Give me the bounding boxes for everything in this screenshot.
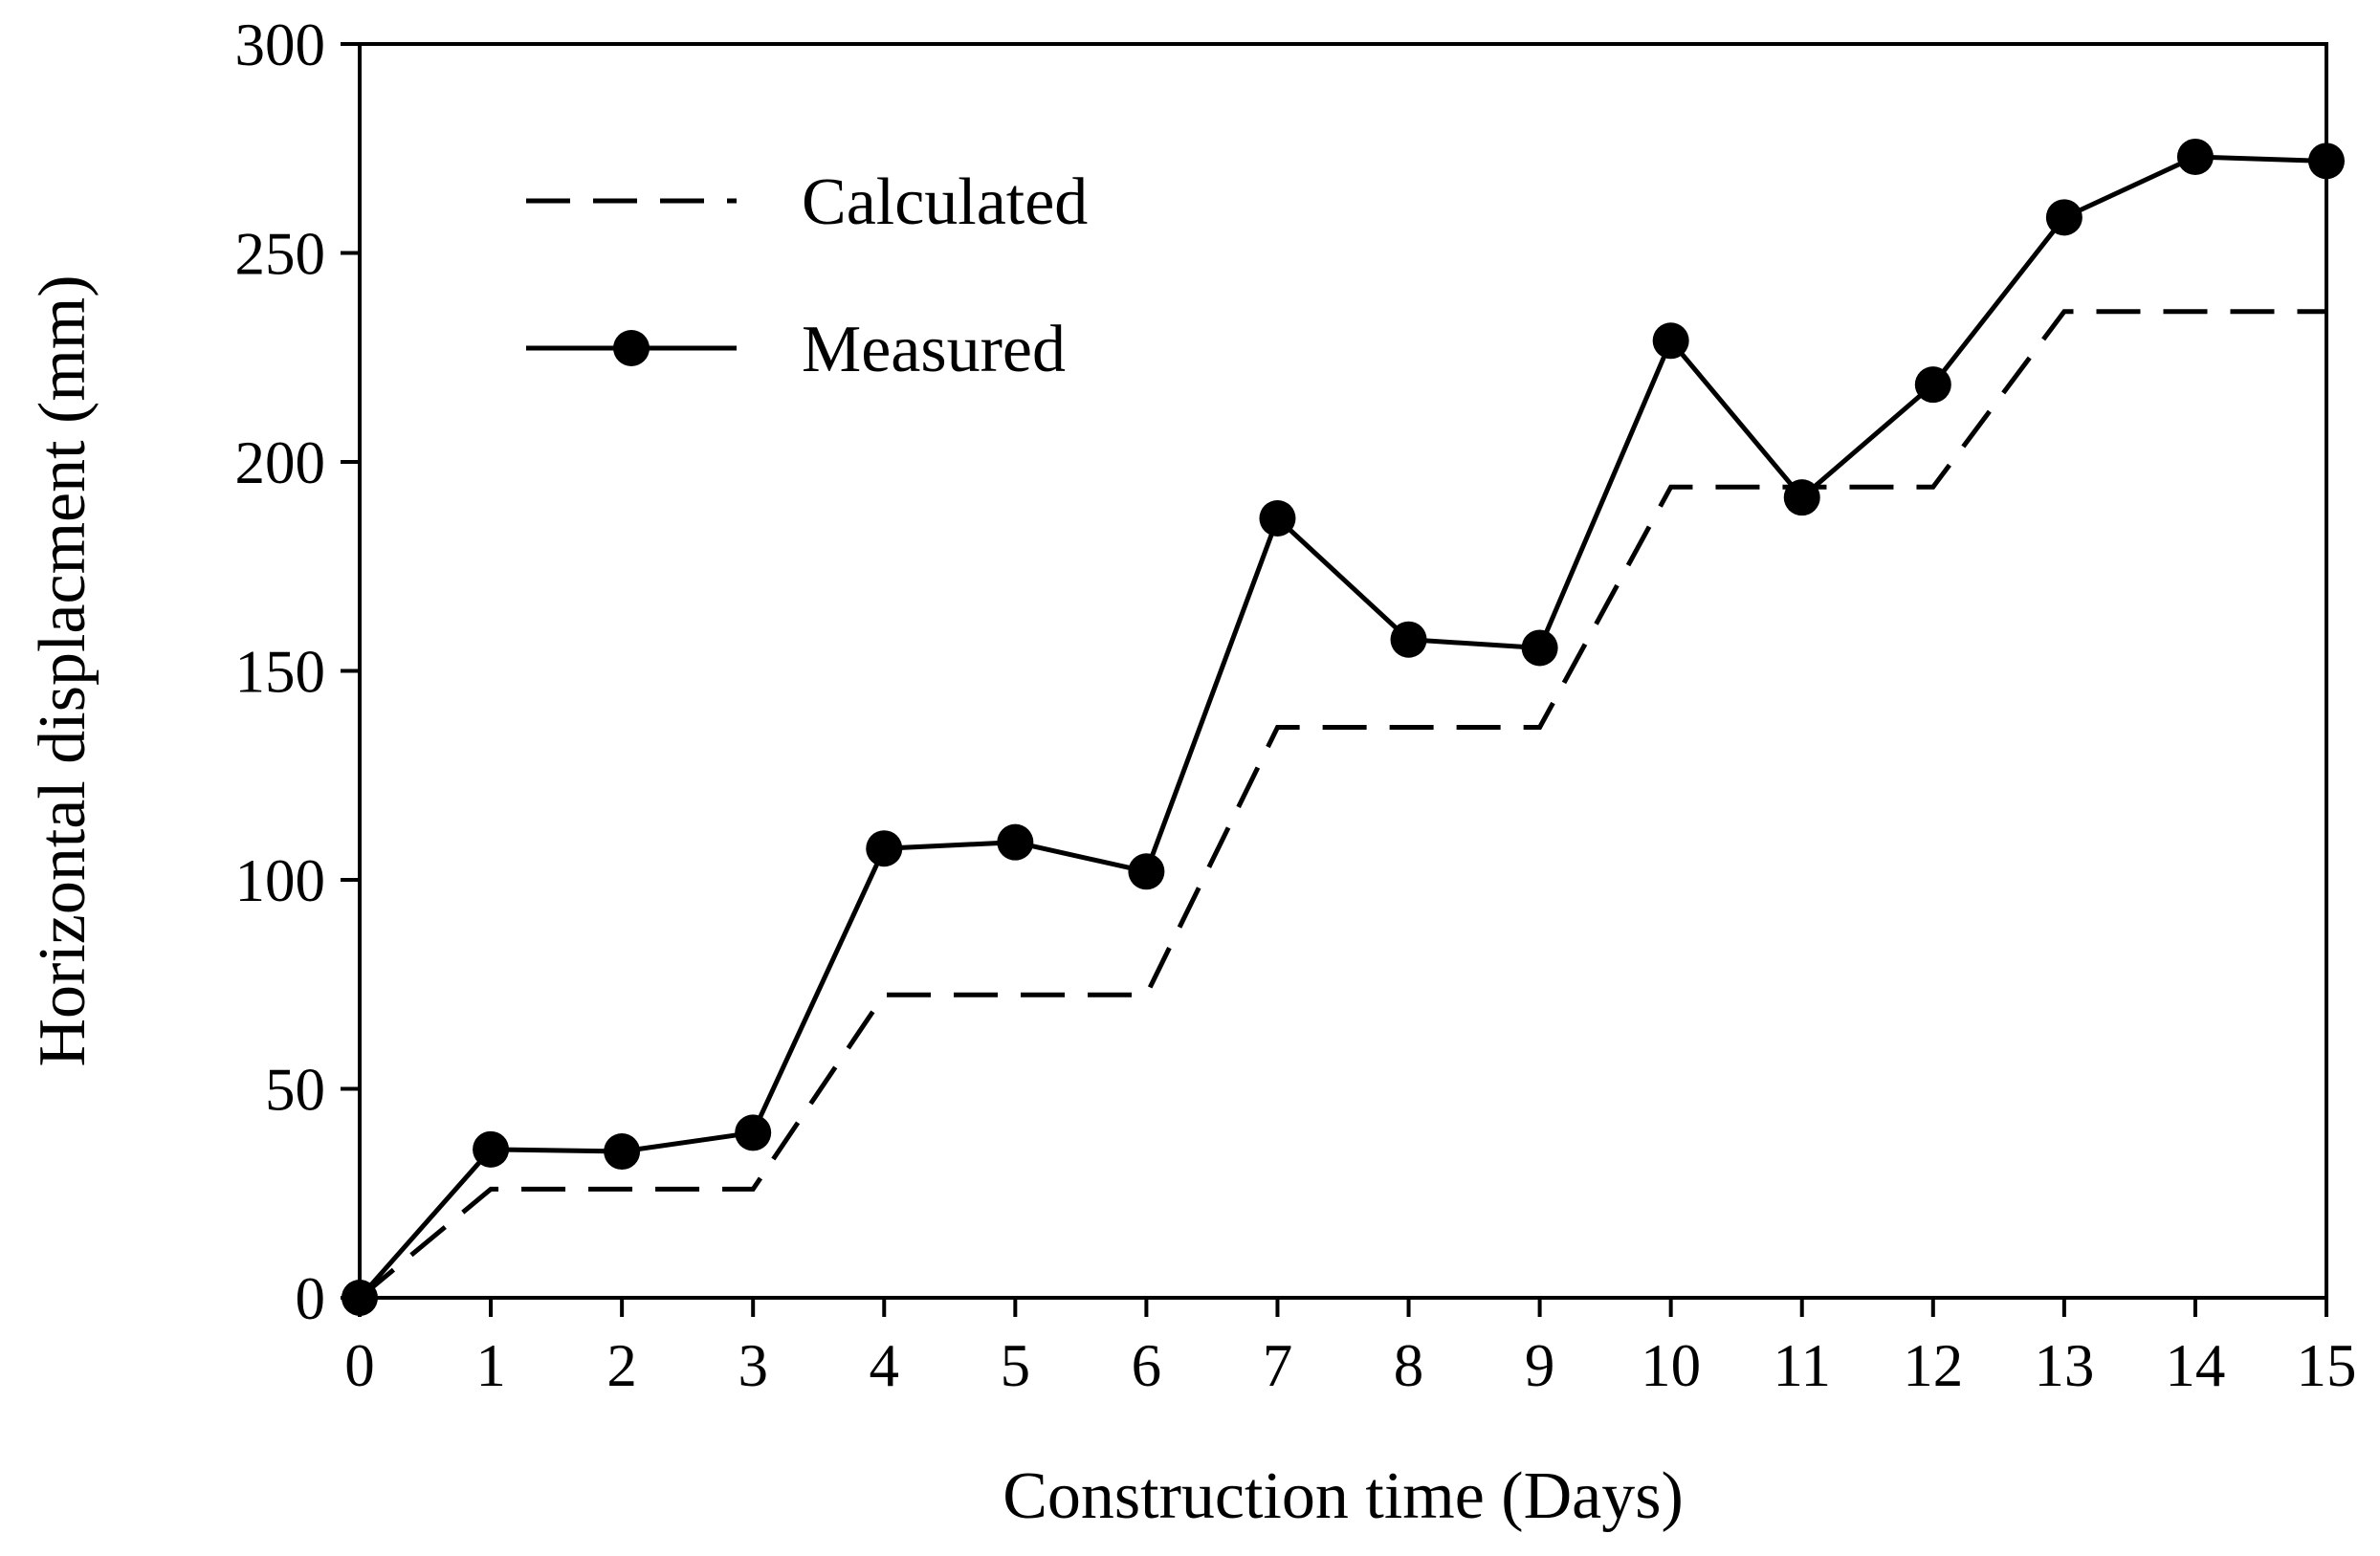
x-tick-label: 13 (2034, 1332, 2094, 1399)
series-measured-point (1914, 366, 1951, 404)
x-axis-title: Construction time (Days) (1003, 1459, 1684, 1533)
series-measured-point (2176, 138, 2214, 175)
x-tick-label: 15 (2297, 1332, 2357, 1399)
x-tick-label: 9 (1525, 1332, 1555, 1399)
series-measured-point (473, 1130, 510, 1168)
legend-calculated-label: Calculated (802, 165, 1088, 239)
x-tick-label: 3 (738, 1332, 768, 1399)
series-group (342, 138, 2345, 1316)
series-measured-point (342, 1280, 378, 1316)
x-tick-label: 8 (1394, 1332, 1424, 1399)
legend: Calculated Measured (526, 165, 1088, 386)
series-measured-point (997, 823, 1034, 861)
x-tick-label: 0 (344, 1332, 375, 1399)
x-tick-label: 14 (2165, 1332, 2225, 1399)
series-measured-point (1128, 853, 1165, 890)
series-measured-point (1259, 499, 1296, 537)
x-tick-label: 10 (1641, 1332, 1701, 1399)
y-tick-label: 100 (235, 847, 326, 914)
x-tick-label: 2 (606, 1332, 637, 1399)
x-tick-label: 4 (870, 1332, 900, 1399)
x-tick-label: 1 (475, 1332, 506, 1399)
series-measured-point (866, 830, 903, 867)
x-tick-label: 6 (1132, 1332, 1162, 1399)
legend-measured-label: Measured (802, 313, 1066, 386)
series-measured-point (2045, 199, 2082, 236)
series-measured-line (358, 154, 2327, 1300)
y-tick-label: 50 (265, 1057, 325, 1124)
series-measured-point (1390, 621, 1427, 658)
series-measured-point (735, 1114, 772, 1151)
series-measured-point (2308, 142, 2345, 180)
x-tick-label: 7 (1263, 1332, 1293, 1399)
y-tick-label: 200 (235, 429, 326, 496)
series-measured-point (604, 1133, 641, 1171)
y-tick-label: 150 (235, 639, 326, 706)
series-measured-point (1783, 479, 1820, 516)
y-tick-label: 250 (235, 221, 326, 288)
series-measured-point (1521, 629, 1558, 667)
y-tick-label: 300 (235, 11, 326, 78)
x-tick-label: 11 (1773, 1332, 1831, 1399)
y-tick-label: 0 (296, 1265, 326, 1332)
x-tick-label: 5 (1001, 1332, 1031, 1399)
series-calculated-line (358, 309, 2326, 1300)
series-measured-point (1652, 322, 1689, 360)
y-axis-title: Horizontal displacment (mm) (26, 274, 99, 1066)
legend-measured-marker (613, 330, 650, 366)
x-tick-label: 12 (1903, 1332, 1963, 1399)
